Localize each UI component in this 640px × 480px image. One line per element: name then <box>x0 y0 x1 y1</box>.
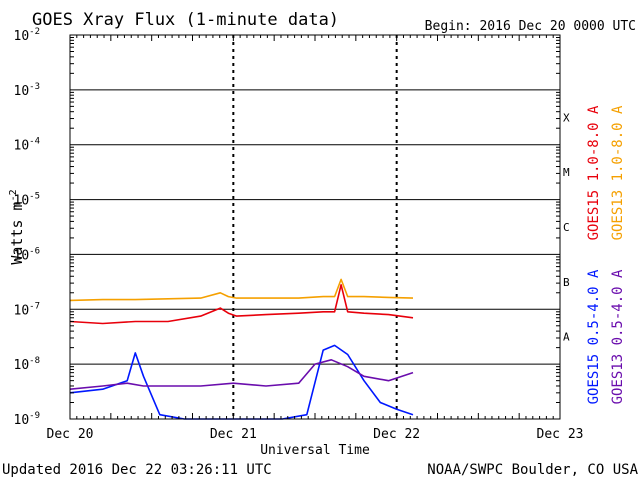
y-axis-label-exp: -2 <box>8 189 19 201</box>
flare-class-a: A <box>563 331 570 344</box>
series-line <box>69 344 414 420</box>
y-tick-label: 10-6 <box>14 246 41 263</box>
series-line <box>69 358 414 390</box>
chart-title: GOES Xray Flux (1-minute data) <box>32 10 339 30</box>
y-tick-label: 10-4 <box>14 137 41 154</box>
legend-label: GOES15 0.5-4.0 A <box>586 269 602 404</box>
legend-label: GOES13 0.5-4.0 A <box>610 269 626 404</box>
x-tick-label: Dec 21 <box>210 427 257 442</box>
flare-class-m: M <box>563 166 570 179</box>
x-axis-label: Universal Time <box>260 443 370 458</box>
x-tick-label: Dec 23 <box>537 427 584 442</box>
svg-text:Watts m-2: Watts m-2 <box>8 189 26 264</box>
flare-class-b: B <box>563 276 570 289</box>
updated-timestamp: Updated 2016 Dec 22 03:26:11 UTC <box>2 462 272 478</box>
y-tick-label: 10-5 <box>14 192 41 209</box>
y-tick-label: 10-3 <box>14 82 41 99</box>
begin-label: Begin: 2016 Dec 20 0000 UTC <box>425 19 636 34</box>
flare-class-x: X <box>563 111 570 124</box>
legend-label: GOES13 1.0-8.0 A <box>610 105 626 240</box>
gridlines <box>70 35 560 419</box>
y-tick-label: 10-8 <box>14 356 41 373</box>
series-line <box>69 278 414 302</box>
y-axis-ticks: 10-9 10-8 10-7 10-6 10-5 10-4 10-3 10-2 <box>14 27 560 428</box>
plot-frame <box>69 34 561 420</box>
x-axis-ticks: Dec 20 Dec 21 Dec 22 Dec 23 <box>47 35 584 442</box>
y-tick-label: 10-7 <box>14 301 41 318</box>
y-axis-title: Watts m-2 <box>8 189 26 264</box>
y-axis-label: Watts m <box>8 201 26 264</box>
flare-class-c: C <box>563 221 570 234</box>
legend-label: GOES15 1.0-8.0 A <box>586 105 602 240</box>
source-credit: NOAA/SWPC Boulder, CO USA <box>427 462 638 478</box>
y-tick-label: 10-2 <box>14 27 41 44</box>
x-tick-label: Dec 22 <box>373 427 420 442</box>
series-line <box>69 283 414 325</box>
x-tick-label: Dec 20 <box>47 427 94 442</box>
flare-class-labels: A B C M X <box>563 111 570 343</box>
y-tick-label: 10-9 <box>14 411 41 428</box>
legend: GOES15 1.0-8.0 A GOES13 1.0-8.0 A GOES15 0… <box>586 105 626 404</box>
series-layer <box>69 278 414 420</box>
